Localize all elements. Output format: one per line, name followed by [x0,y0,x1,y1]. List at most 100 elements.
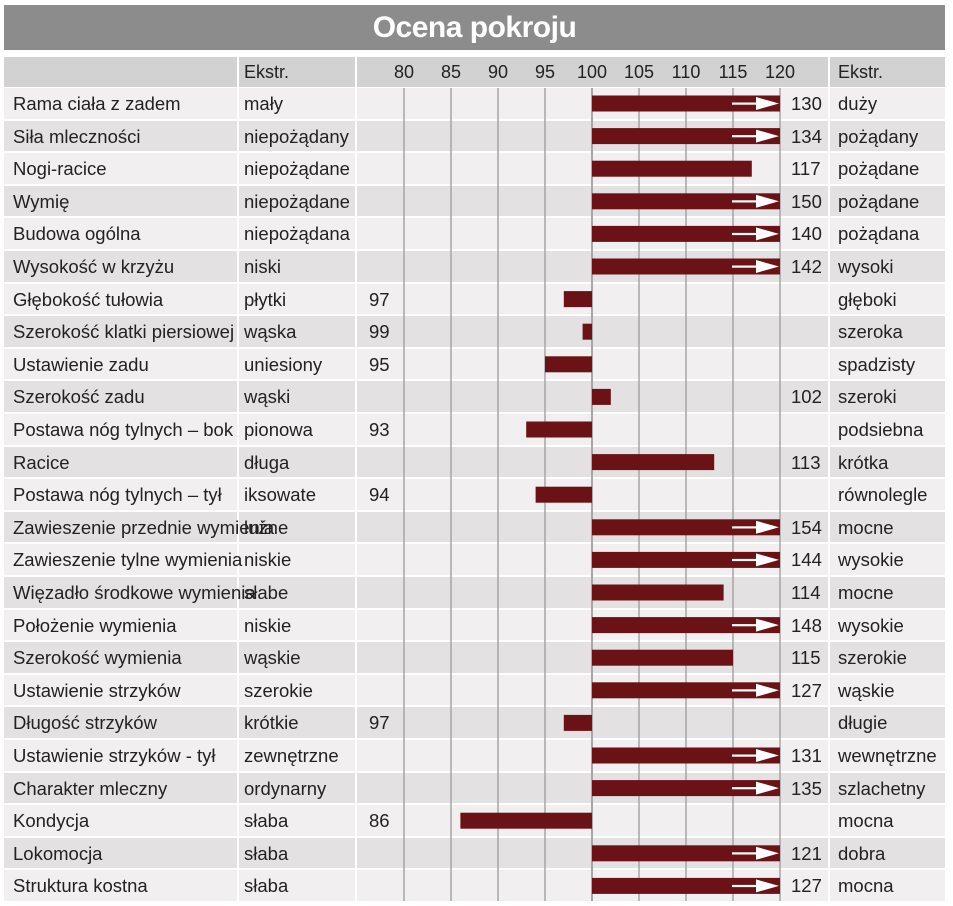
tick-label: 120 [764,62,796,82]
data-label: 114 [791,582,821,603]
trait-label: Struktura kostna [13,875,148,897]
low-extreme-cell [239,218,355,249]
table-row: Racice długa krótka 113 [4,446,945,478]
high-extreme-cell [830,381,945,412]
header-extr-right: Ekstr. [838,62,884,82]
data-label: 144 [791,549,822,571]
trait-label: Szerokość wymienia [13,647,182,669]
trait-label: Szerokość klatki piersiowej [13,321,235,343]
low-extreme-label: mały [244,93,284,114]
scale-cell [357,544,828,575]
table-row: Postawa nóg tylnych – bok pionowa podsiebn… [4,414,945,445]
table-row: Charakter mleczny ordynarny szlachetny 135 [4,772,945,804]
low-extreme-label: krótkie [244,712,299,734]
scale-cell [357,185,828,217]
high-extreme-cell [830,772,945,804]
scale-cell [357,479,828,510]
high-extreme-label: szeroka [838,321,903,343]
trait-label: Rama ciała z zadem [13,93,181,114]
table-row: Położenie wymienia niskie wysokie 148 [4,609,945,641]
high-extreme-cell [830,577,945,608]
low-extreme-label: wąskie [244,647,301,669]
low-extreme-label: niepożądany [244,125,349,147]
low-extreme-label: niepożądane [244,158,350,180]
header-extr-left-cell: Ekstr. [239,57,355,87]
trait-cell [4,511,237,543]
trait-label: Głębokość tułowia [13,288,164,310]
trait-cell [4,544,237,575]
low-extreme-cell [239,577,355,608]
trait-label: Ustawienie strzyków - tył [13,745,216,766]
trait-label: Długość strzyków [13,712,157,734]
scale-cell [357,316,828,347]
data-label: 148 [791,614,822,636]
table-row: Siła mleczności niepożądany pożądany 134 [4,120,945,152]
data-label: 150 [791,190,822,212]
header-extr-left: Ekstr. [244,62,290,82]
low-extreme-cell [239,609,355,641]
high-extreme-cell [830,837,945,869]
low-extreme-cell [239,544,355,575]
high-extreme-label: pożądane [838,158,920,180]
low-extreme-label: słaba [244,842,289,864]
trait-cell [4,381,237,412]
table-row: Postawa nóg tylnych – tył iksowate równole… [4,479,945,510]
low-extreme-label: niepożądane [244,190,350,212]
trait-cell [4,577,237,608]
high-extreme-cell [830,251,945,282]
low-extreme-label: niskie [244,549,292,571]
table-row: Głębokość tułowia płytki głęboki 97 [4,283,945,315]
high-extreme-label: szlachetny [838,777,926,799]
high-extreme-label: wąskie [838,679,895,701]
trait-cell [4,251,237,282]
high-extreme-cell [830,446,945,478]
scale-cell [357,381,828,412]
table-row: Zawieszenie tylne wymienia niskie wysokie 1… [4,544,945,575]
trait-label: Lokomocja [13,842,103,864]
low-extreme-label: długa [244,451,290,473]
high-extreme-cell [830,348,945,380]
low-extreme-cell [239,120,355,152]
table-row: Lokomocja słaba dobra 121 [4,837,945,869]
trait-cell [4,707,237,738]
data-label: 131 [791,745,822,766]
scale-cell [357,707,828,738]
trait-cell [4,218,237,249]
low-extreme-cell [239,251,355,282]
high-extreme-label: duży [838,93,878,114]
high-extreme-cell [830,707,945,738]
scale-cell [357,120,828,152]
low-extreme-cell [239,740,355,771]
low-extreme-cell [239,381,355,412]
scale-cell [357,870,828,901]
high-extreme-label: wysokie [838,549,904,571]
trait-cell [4,674,237,706]
high-extreme-cell [830,805,945,836]
data-label: 95 [369,353,390,375]
low-extreme-label: słaba [244,810,289,832]
high-extreme-label: głęboki [838,288,897,310]
low-extreme-cell [239,674,355,706]
low-extreme-cell [239,316,355,347]
scale-cell [357,642,828,673]
table-row: Nogi-racice niepożądane pożądane 117 [4,153,945,184]
low-extreme-cell [239,88,355,119]
low-extreme-label: wąska [244,321,297,343]
high-extreme-label: równolegle [838,484,928,506]
scale-cell [357,511,828,543]
scale-cell [357,740,828,771]
high-extreme-cell [830,283,945,315]
table-row: Wysokość w krzyżu niski wysoki 142 [4,251,945,282]
low-extreme-label: zewnętrzne [244,745,339,766]
table-row: Szerokość zadu wąski szeroki 102 [4,381,945,412]
scale-cell [357,772,828,804]
low-extreme-label: wąski [244,386,291,408]
trait-label: Ustawienie zadu [13,353,149,375]
trait-cell [4,348,237,380]
data-label: 127 [791,875,822,897]
low-extreme-cell [239,348,355,380]
table-row: Ustawienie strzyków - tył zewnętrzne wewnę… [4,740,945,771]
low-extreme-label: słabe [244,582,289,603]
low-extreme-label: niskie [244,614,292,636]
low-extreme-label: luźne [244,516,289,538]
